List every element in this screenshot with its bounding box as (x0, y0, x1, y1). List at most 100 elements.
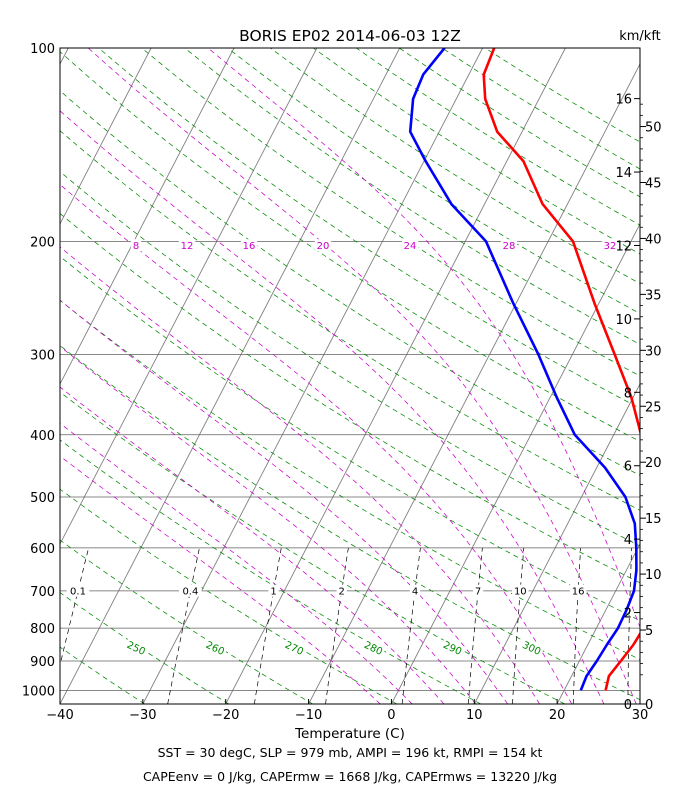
moist-adiabat-line (60, 422, 413, 704)
km-tick-label: 6 (624, 460, 632, 475)
dry-adiabat-line (270, 48, 640, 284)
mixing-ratio-label: 7 (475, 586, 481, 597)
pressure-tick-label: 500 (30, 491, 55, 506)
dry-adiabat-line (98, 48, 640, 409)
moist-adiabat-label-bg (130, 239, 142, 252)
dry-adiabat-label-group: 290 (439, 637, 466, 659)
km-tick-label: 0 (624, 698, 632, 713)
dry-adiabat-line (484, 48, 640, 143)
moist-adiabat-label: 8 (133, 241, 139, 252)
moist-adiabat-label-group: 12 (178, 239, 196, 252)
mixing-ratio-label-bg (179, 584, 202, 597)
mixing-ratio-label-bg (409, 584, 421, 597)
mixing-ratio-line (325, 547, 349, 704)
x-tick-label: 0 (387, 708, 395, 723)
dry-adiabat-line (60, 255, 640, 622)
mixing-ratio-label: 4 (412, 586, 418, 597)
dry-adiabat-line (60, 171, 640, 547)
x-axis-label: Temperature (C) (294, 726, 405, 742)
mixing-ratio-label-bg (66, 584, 90, 597)
kft-tick-label: 20 (645, 456, 662, 471)
mixing-ratio-label: 0.1 (70, 586, 86, 597)
dry-adiabat-line (441, 48, 640, 170)
isotherm-line (556, 542, 640, 704)
isotherm-line (60, 48, 318, 545)
dry-adiabat-label-group: 300 (519, 637, 545, 659)
dry-adiabat-line (60, 439, 481, 704)
mixing-ratio-label-group: 16 (569, 584, 587, 597)
mixing-ratio-line (253, 547, 282, 704)
pressure-tick-label: 600 (30, 542, 55, 557)
pressure-tick-label: 700 (30, 585, 55, 600)
moist-adiabat-label: 20 (317, 241, 330, 252)
moist-adiabat-label-group: 16 (240, 239, 258, 252)
mixing-ratio-line (401, 547, 421, 704)
kft-tick-label: 50 (645, 121, 662, 136)
x-tick-label: −20 (212, 708, 239, 723)
x-tick-label: 10 (466, 708, 483, 723)
dry-adiabat-label-bg (202, 637, 229, 659)
pressure-tick-label: 900 (30, 655, 55, 670)
x-tick-label: 30 (632, 708, 649, 723)
mixing-ratio-label-group: 7 (473, 584, 484, 597)
dry-adiabat-label-bg (123, 637, 150, 659)
kft-tick-label: 15 (645, 512, 662, 527)
dry-adiabat-label-group: 250 (123, 637, 150, 659)
km-tick-label: 14 (615, 166, 632, 181)
km-tick-label: 4 (624, 533, 632, 548)
x-tick-label: −40 (46, 708, 73, 723)
moist-adiabat-label: 24 (404, 241, 417, 252)
mixing-ratio-label-bg (569, 584, 587, 597)
moist-adiabat-label-group: 20 (314, 239, 332, 252)
kft-tick-label: 10 (645, 568, 662, 583)
moist-adiabat-label-bg (601, 239, 619, 252)
moist-adiabat-label: 12 (181, 241, 194, 252)
isotherm-line (308, 63, 640, 704)
dry-adiabat-line (398, 48, 640, 198)
isotherm-line (60, 48, 235, 385)
dry-adiabat-line (60, 703, 61, 704)
dry-adiabat-line (313, 48, 640, 255)
mixing-ratio-label-group: 0.1 (66, 584, 90, 597)
dry-adiabat-line (60, 646, 145, 704)
moist-adiabat-label: 32 (604, 241, 617, 252)
moist-adiabat-line (60, 110, 605, 704)
isotherm-line (60, 48, 152, 225)
mixing-ratio-label: 10 (514, 586, 527, 597)
temperature-profile-line (482, 48, 640, 691)
km-tick-label: 8 (624, 386, 632, 401)
dry-adiabat-line (60, 488, 397, 704)
mixing-ratio-line (467, 547, 483, 704)
plot-frame (59, 47, 641, 705)
pressure-tick-label: 100 (30, 42, 55, 57)
dry-adiabat-line (141, 48, 640, 377)
moist-adiabat-line (60, 345, 477, 704)
dry-adiabat-label-bg (439, 637, 466, 659)
mixing-ratio-line (60, 547, 89, 667)
isotherm-line (473, 383, 640, 704)
moist-adiabat-line (207, 48, 640, 629)
mixing-ratio-line (627, 547, 633, 704)
pressure-tick-label: 400 (30, 429, 55, 444)
mixing-ratio-label-group: 10 (512, 584, 529, 597)
kft-tick-label: 25 (645, 400, 662, 415)
dry-adiabat-line (60, 391, 565, 704)
isotherm-line (391, 222, 640, 704)
mixing-ratio-line (572, 547, 582, 704)
background-grid (60, 48, 640, 704)
mixing-ratio-label: 1 (270, 586, 276, 597)
km-tick-label: 10 (615, 313, 632, 328)
series-layer (408, 48, 640, 691)
mixing-ratio-line (512, 547, 525, 704)
moist-adiabat-label-group: 24 (401, 239, 419, 252)
right-axis-label: km/kft (619, 29, 661, 44)
mixing-ratio-label-bg (336, 584, 347, 597)
moist-adiabat-label-bg (401, 239, 419, 252)
moist-adiabat-line (60, 386, 445, 704)
moist-adiabat-label-bg (240, 239, 258, 252)
dewpoint-profile-line (408, 48, 638, 691)
dry-adiabat-label-group: 270 (281, 637, 308, 659)
kft-tick-label: 30 (645, 344, 662, 359)
